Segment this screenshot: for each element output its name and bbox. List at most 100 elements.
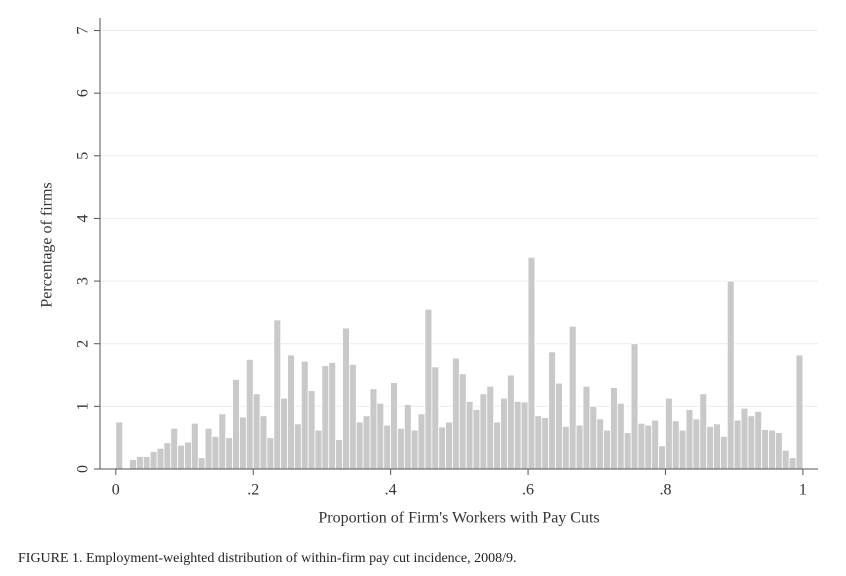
bar bbox=[232, 379, 240, 470]
bar bbox=[541, 417, 550, 470]
bar bbox=[129, 459, 137, 470]
bar bbox=[397, 427, 405, 470]
bar bbox=[266, 437, 275, 470]
bar bbox=[761, 429, 769, 470]
bar bbox=[445, 421, 453, 470]
x-tick-label: .6 bbox=[522, 482, 534, 499]
x-tick-label: .4 bbox=[385, 482, 397, 499]
bar bbox=[527, 256, 536, 470]
y-tick-label: 4 bbox=[75, 214, 92, 222]
y-tick-label: 6 bbox=[75, 89, 92, 97]
bar bbox=[342, 327, 350, 470]
x-axis-label: Proportion of Firm's Workers with Pay Cu… bbox=[318, 510, 599, 527]
bar bbox=[170, 427, 179, 470]
bar bbox=[754, 410, 763, 470]
bar bbox=[582, 385, 591, 470]
bar bbox=[665, 397, 673, 470]
bar bbox=[259, 415, 268, 470]
bar bbox=[507, 374, 515, 470]
bar bbox=[142, 456, 151, 470]
bar bbox=[115, 421, 124, 470]
bar bbox=[493, 421, 501, 470]
bar bbox=[486, 385, 495, 470]
x-tick-label: .8 bbox=[659, 482, 671, 499]
bar bbox=[775, 432, 783, 470]
bar bbox=[720, 436, 728, 470]
bar bbox=[156, 447, 165, 470]
bar bbox=[184, 441, 192, 470]
bar bbox=[479, 393, 488, 470]
bar bbox=[204, 427, 213, 470]
bar bbox=[431, 366, 440, 470]
bar bbox=[768, 429, 776, 470]
bar bbox=[472, 409, 481, 470]
bar bbox=[726, 280, 735, 470]
bar bbox=[273, 319, 282, 470]
bar bbox=[555, 382, 563, 470]
bar bbox=[328, 362, 337, 470]
bar bbox=[610, 387, 618, 470]
y-axis-label: Percentage of firms bbox=[39, 182, 56, 307]
bar bbox=[699, 393, 708, 470]
bar bbox=[733, 419, 742, 470]
bar bbox=[252, 393, 261, 470]
bar bbox=[562, 426, 570, 470]
bar bbox=[355, 421, 364, 470]
bar bbox=[706, 426, 714, 470]
bar bbox=[177, 444, 185, 470]
bar bbox=[390, 382, 398, 470]
bar bbox=[685, 409, 694, 470]
bar bbox=[658, 445, 666, 470]
bar bbox=[376, 402, 385, 470]
bar bbox=[795, 354, 804, 470]
bar bbox=[424, 308, 433, 470]
bar bbox=[300, 360, 309, 470]
bar bbox=[534, 415, 543, 470]
bar bbox=[245, 358, 254, 470]
bar bbox=[314, 429, 323, 470]
bar bbox=[630, 343, 639, 470]
bar bbox=[403, 404, 412, 470]
bar bbox=[713, 423, 721, 470]
bar bbox=[417, 413, 426, 470]
y-tick-label: 2 bbox=[75, 340, 92, 348]
bar bbox=[383, 424, 392, 470]
bar bbox=[500, 397, 508, 470]
bar bbox=[452, 357, 460, 470]
y-tick-label: 3 bbox=[75, 277, 92, 285]
bar bbox=[465, 400, 474, 470]
bar bbox=[163, 442, 172, 470]
bar bbox=[239, 416, 247, 470]
x-tick-label: 0 bbox=[112, 482, 120, 499]
bar bbox=[781, 449, 790, 470]
bar bbox=[335, 439, 343, 470]
caption: FIGURE 1. Employment-weighted distributi… bbox=[18, 551, 516, 566]
bar bbox=[692, 418, 701, 470]
bar bbox=[369, 388, 378, 470]
bar bbox=[740, 407, 749, 470]
bar bbox=[197, 457, 206, 470]
bar bbox=[307, 390, 316, 470]
bar bbox=[136, 456, 144, 470]
bar bbox=[747, 415, 756, 470]
bar bbox=[438, 426, 447, 470]
bar bbox=[671, 420, 680, 470]
y-tick-label: 0 bbox=[75, 465, 92, 473]
bar bbox=[410, 429, 419, 470]
bar bbox=[287, 354, 295, 470]
bar bbox=[225, 437, 234, 470]
y-tick-label: 7 bbox=[75, 27, 92, 35]
bar bbox=[788, 457, 797, 470]
bar bbox=[321, 365, 330, 470]
bar bbox=[211, 436, 220, 470]
bar bbox=[520, 401, 529, 470]
bar bbox=[218, 413, 227, 470]
bar bbox=[644, 424, 653, 470]
bar bbox=[603, 429, 611, 470]
x-tick-label: .2 bbox=[247, 482, 259, 499]
bar bbox=[513, 400, 522, 470]
bar bbox=[568, 325, 577, 470]
y-tick-label: 1 bbox=[75, 402, 92, 410]
bar bbox=[678, 429, 687, 470]
